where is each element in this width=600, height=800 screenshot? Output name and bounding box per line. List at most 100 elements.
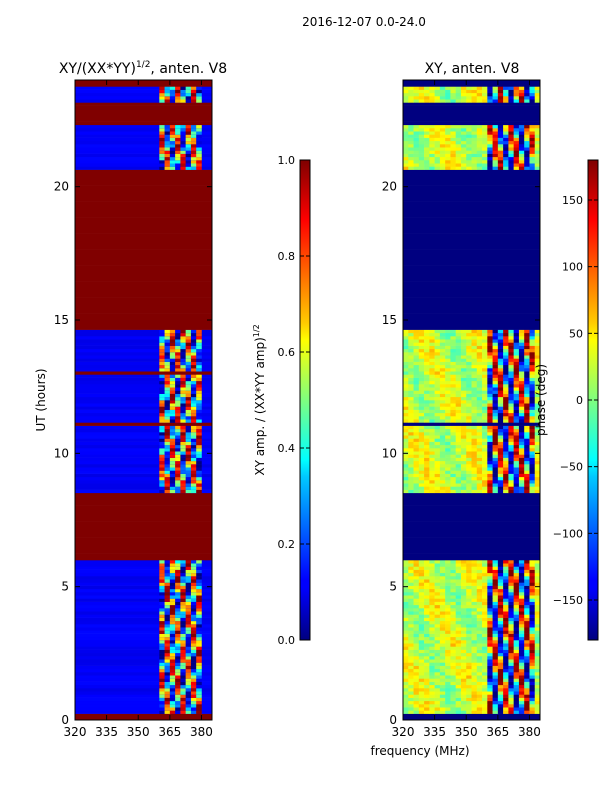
heat-cell	[169, 144, 176, 148]
heat-cell	[185, 627, 192, 631]
heat-cell	[403, 99, 409, 103]
heat-cell	[492, 627, 499, 631]
heat-cell	[503, 652, 509, 657]
heat-cell	[185, 688, 192, 692]
heat-cell	[159, 332, 165, 337]
heat-cell	[424, 617, 430, 622]
heat-cell	[185, 486, 192, 490]
heat-cell	[513, 160, 520, 164]
heat-cell	[196, 617, 202, 622]
heat-cell	[164, 390, 171, 394]
heat-cell	[424, 633, 430, 638]
heat-row	[403, 540, 540, 545]
heat-cell	[524, 604, 530, 609]
heat-cell	[429, 96, 435, 100]
heat-cell	[190, 419, 197, 423]
heat-cell	[487, 592, 493, 596]
heat-cell	[466, 486, 472, 490]
heat-cell	[487, 640, 493, 644]
heat-cell	[508, 489, 514, 494]
heat-row	[75, 486, 212, 490]
heat-cell	[164, 384, 171, 388]
x-tick-label: 380	[518, 725, 541, 739]
heat-cell	[180, 147, 186, 151]
heat-cell	[455, 476, 462, 481]
heat-cell	[450, 368, 456, 372]
heat-row	[403, 243, 540, 247]
heat-cell	[497, 444, 504, 449]
heat-cell	[445, 153, 451, 158]
heat-cell	[413, 406, 420, 410]
heat-cell	[508, 416, 514, 420]
heat-row	[75, 454, 212, 458]
heat-cell	[180, 374, 186, 378]
heat-cell	[529, 572, 536, 577]
heat-cell	[503, 569, 509, 574]
heat-cell	[534, 630, 541, 634]
heat-cell	[524, 614, 530, 618]
heat-cell	[196, 704, 202, 708]
heat-cell	[180, 710, 186, 714]
heat-cell	[487, 387, 493, 391]
heat-cell	[190, 150, 197, 154]
heat-cell	[487, 476, 493, 481]
heat-cell	[534, 489, 541, 494]
heat-cell	[434, 371, 441, 375]
heat-cell	[180, 380, 186, 385]
heat-cell	[434, 595, 441, 599]
heat-cell	[196, 432, 202, 436]
heat-cell	[476, 678, 483, 682]
heat-cell	[497, 368, 504, 372]
heat-cell	[476, 585, 483, 590]
heat-cell	[429, 694, 435, 698]
heat-cell	[418, 656, 425, 660]
heat-cell	[513, 339, 520, 343]
heat-cell	[529, 585, 536, 590]
heat-cell	[445, 662, 451, 666]
heat-cell	[439, 336, 446, 340]
heat-cell	[482, 96, 488, 100]
heat-cell	[487, 400, 493, 404]
heat-cell	[408, 710, 414, 714]
heat-cell	[460, 467, 467, 471]
heat-cell	[487, 710, 493, 714]
heat-cell	[159, 342, 165, 346]
heat-cell	[439, 425, 446, 430]
heat-cell	[524, 393, 530, 398]
heat-cell	[534, 652, 541, 657]
heat-row	[403, 313, 540, 318]
heat-cell	[429, 617, 435, 622]
heat-cell	[534, 582, 541, 586]
heat-cell	[196, 595, 202, 599]
heat-cell	[175, 630, 181, 634]
heat-cell	[503, 332, 509, 337]
heat-cell	[534, 329, 541, 334]
heat-cell	[534, 377, 541, 382]
heat-cell	[196, 592, 202, 596]
heat-cell	[185, 630, 192, 634]
heat-cell	[508, 128, 514, 132]
heat-cell	[518, 614, 525, 618]
heat-cell	[529, 448, 536, 452]
heat-cell	[439, 150, 446, 154]
heat-cell	[492, 476, 499, 481]
heat-cell	[513, 582, 520, 586]
heat-cell	[492, 592, 499, 596]
heat-cell	[164, 163, 171, 167]
heat-cell	[492, 361, 499, 366]
heat-cell	[413, 592, 420, 596]
heat-row	[75, 553, 212, 558]
heat-row	[403, 281, 540, 286]
heat-cell	[413, 672, 420, 676]
heat-cell	[439, 438, 446, 442]
heat-cell	[466, 659, 472, 663]
heat-cell	[487, 409, 493, 414]
heat-cell	[159, 144, 165, 148]
heat-cell	[524, 371, 530, 375]
heat-cell	[445, 576, 451, 580]
heat-cell	[434, 380, 441, 385]
heat-cell	[513, 342, 520, 346]
heat-cell	[518, 700, 525, 705]
heat-cell	[408, 92, 414, 97]
heat-cell	[518, 611, 525, 615]
